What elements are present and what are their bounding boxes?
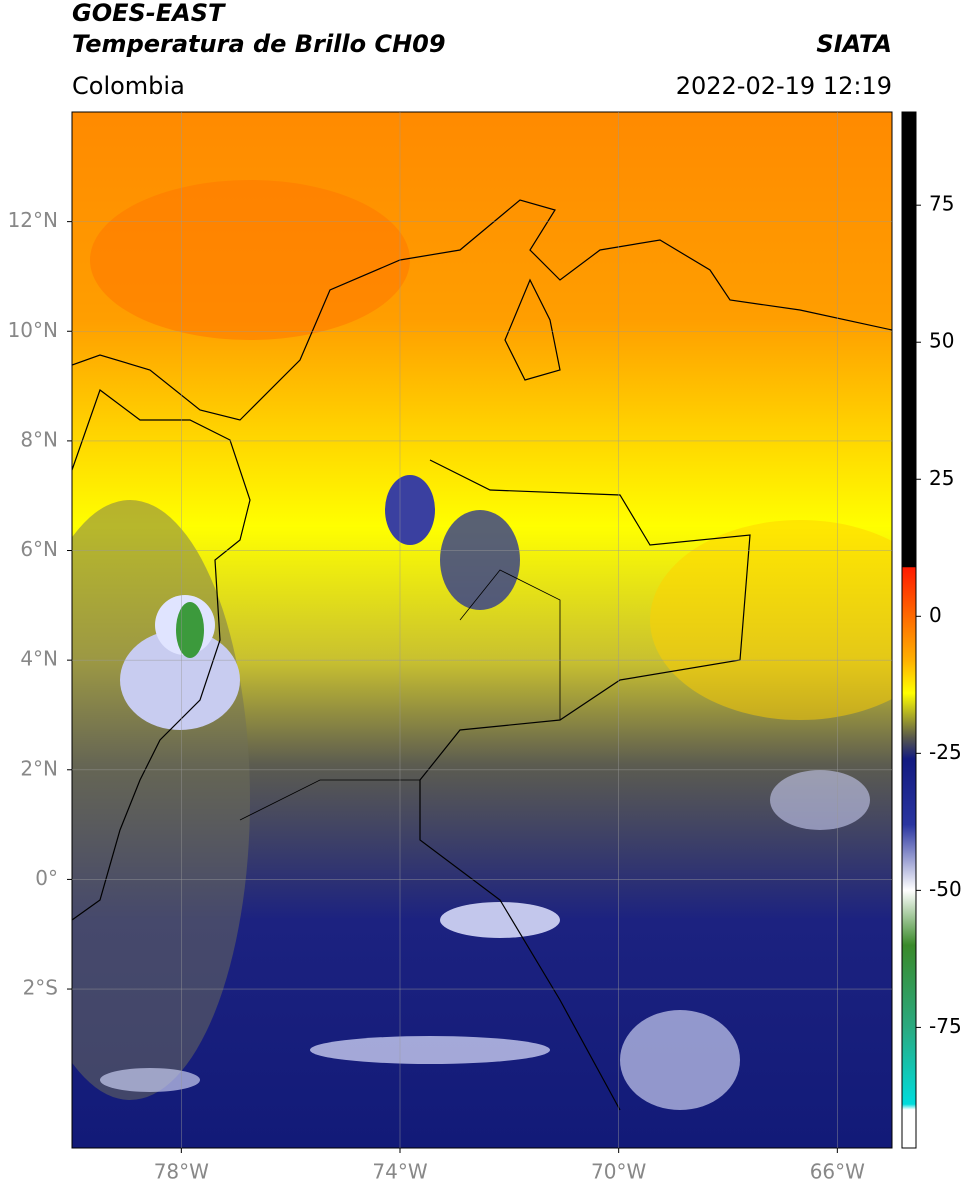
colorbar-tick-label: -25 (929, 740, 962, 764)
subtitle: Temperatura de Brillo CH09 (72, 30, 446, 58)
x-tick-label: 78°W (154, 1160, 209, 1184)
x-tick-label: 74°W (372, 1160, 427, 1184)
satellite-image (72, 112, 892, 1148)
colorbar-tick-label: -50 (929, 877, 962, 901)
x-tick-label: 70°W (591, 1160, 646, 1184)
colorbar-tick-label: 0 (929, 603, 942, 627)
title: GOES-EAST (72, 0, 226, 27)
region: Colombia (72, 72, 185, 100)
colorbar-tick-label: 75 (929, 192, 954, 216)
colorbar (901, 111, 917, 1149)
y-tick-label: 0° (35, 866, 58, 890)
datetime: 2022-02-19 12:19 (676, 72, 892, 100)
x-tick-label: 66°W (810, 1160, 865, 1184)
y-tick-label: 4°N (20, 647, 58, 671)
y-tick-label: 2°S (23, 976, 58, 1000)
y-tick-label: 8°N (20, 427, 58, 451)
colorbar-tick-label: -75 (929, 1014, 962, 1038)
source: SIATA (816, 30, 892, 58)
y-tick-label: 10°N (8, 318, 58, 342)
y-tick-label: 12°N (8, 208, 58, 232)
y-tick-label: 6°N (20, 537, 58, 561)
y-tick-label: 2°N (20, 756, 58, 780)
colorbar-tick-label: 25 (929, 466, 954, 490)
map-frame (71, 111, 893, 1149)
colorbar-tick-label: 50 (929, 329, 954, 353)
